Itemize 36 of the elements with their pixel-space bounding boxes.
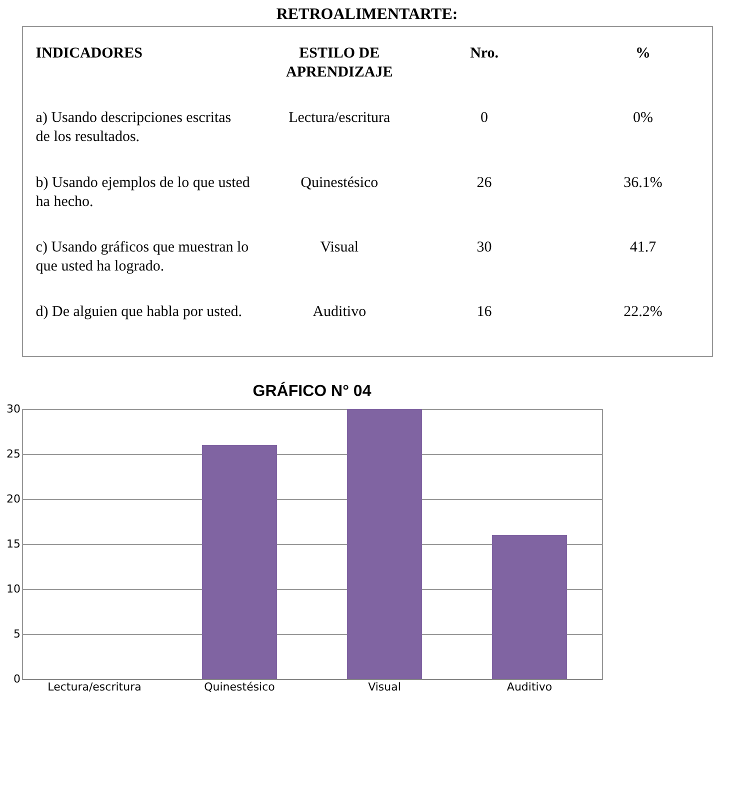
bar xyxy=(202,445,277,679)
text: 16 xyxy=(476,304,492,320)
chart-title: GRÁFICO N° 04 xyxy=(252,381,372,400)
y-tick-label: 10 xyxy=(6,582,20,596)
y-tick-label: 25 xyxy=(6,448,20,460)
x-tick-label: Lectura/escritura xyxy=(48,680,142,694)
y-tick-label: 5 xyxy=(14,628,20,640)
text: 0 xyxy=(480,110,488,126)
x-tick-label: Quinestésico xyxy=(204,680,276,694)
text: d) De alguien que habla por usted. xyxy=(36,304,242,320)
text: 30 xyxy=(476,240,492,256)
bar xyxy=(492,535,567,679)
text: 0% xyxy=(633,110,653,126)
y-tick-label: 20 xyxy=(6,492,20,506)
x-tick-label: Auditivo xyxy=(506,680,552,694)
text: Auditivo xyxy=(312,304,366,320)
text: c) Usando gráficos que muestran lo que usted ha logrado. xyxy=(36,240,249,275)
text: Lectura/escritura xyxy=(288,110,391,126)
text: RETROALIMENTARTE: xyxy=(276,6,458,23)
text: ESTILO DE APRENDIZAJE xyxy=(286,45,393,80)
x-tick-label: Visual xyxy=(368,680,401,694)
text: 26 xyxy=(476,174,492,191)
text: Visual xyxy=(320,240,359,256)
y-tick-label: 30 xyxy=(6,402,20,416)
y-tick-label: 15 xyxy=(6,538,20,550)
text: INDICADORES xyxy=(36,45,142,62)
text: % xyxy=(636,45,650,62)
bar xyxy=(347,409,422,679)
y-tick-label: 0 xyxy=(14,672,20,686)
text: Nro. xyxy=(470,45,499,62)
text: 36.1% xyxy=(624,174,662,191)
text: 41.7 xyxy=(630,240,657,256)
text: Quinestésico xyxy=(300,174,378,191)
text: a) Usando descripciones escritas de los resultados. xyxy=(36,110,232,146)
text: b) Usando ejemplos de lo que usted ha hecho. xyxy=(36,174,250,210)
text: 22.2% xyxy=(624,304,662,320)
